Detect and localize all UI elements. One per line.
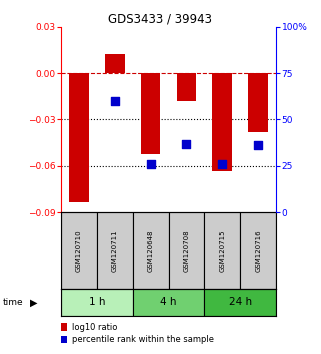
- Bar: [204, 289, 276, 316]
- Bar: [177, 73, 196, 101]
- Text: time: time: [3, 298, 24, 307]
- Text: GSM120648: GSM120648: [148, 229, 154, 272]
- Bar: [240, 212, 276, 289]
- Text: 4 h: 4 h: [160, 297, 177, 308]
- Bar: [69, 73, 89, 201]
- Text: GSM120715: GSM120715: [219, 229, 225, 272]
- Text: GSM120711: GSM120711: [112, 229, 118, 272]
- Bar: [97, 212, 133, 289]
- Text: 24 h: 24 h: [229, 297, 252, 308]
- Bar: [61, 212, 97, 289]
- Point: [112, 98, 117, 104]
- Bar: [105, 55, 125, 73]
- Point: [256, 143, 261, 148]
- Text: GDS3433 / 39943: GDS3433 / 39943: [108, 12, 213, 25]
- Bar: [133, 212, 169, 289]
- Text: GSM120708: GSM120708: [183, 229, 189, 272]
- Text: percentile rank within the sample: percentile rank within the sample: [72, 335, 213, 344]
- Bar: [169, 212, 204, 289]
- Text: 1 h: 1 h: [89, 297, 105, 308]
- Point: [220, 161, 225, 167]
- Point: [148, 161, 153, 167]
- Bar: [133, 289, 204, 316]
- Bar: [141, 73, 160, 154]
- Bar: [213, 73, 232, 171]
- Point: [184, 141, 189, 147]
- Bar: [248, 73, 268, 132]
- Text: GSM120716: GSM120716: [255, 229, 261, 272]
- Bar: [61, 289, 133, 316]
- Text: ▶: ▶: [30, 297, 37, 308]
- Text: GSM120710: GSM120710: [76, 229, 82, 272]
- Text: log10 ratio: log10 ratio: [72, 322, 117, 332]
- Bar: [204, 212, 240, 289]
